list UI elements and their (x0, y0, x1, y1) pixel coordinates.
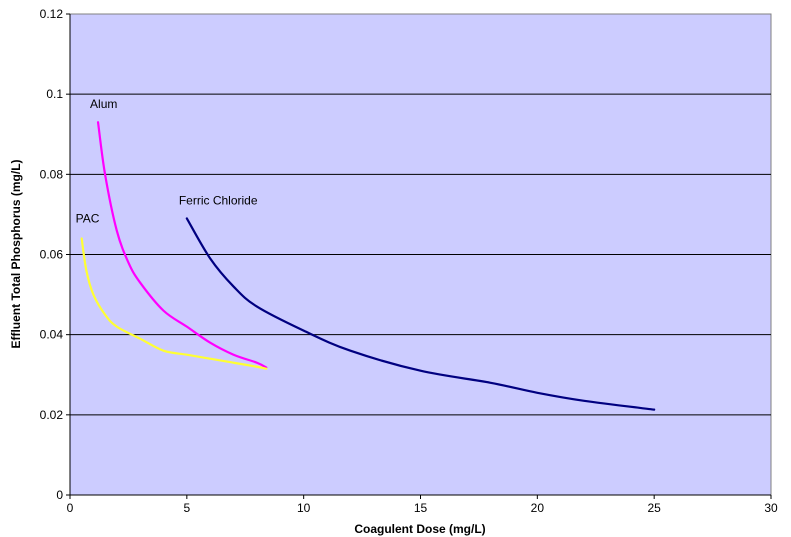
x-tick-label: 5 (183, 501, 190, 515)
x-tick-label: 30 (764, 501, 778, 515)
ticks: 0 0.02 0.04 0.06 0.08 0.1 0.12 0 5 10 15 20 25 30 (40, 7, 778, 515)
y-tick-label: 0 (56, 488, 63, 502)
y-tick-label: 0.04 (40, 328, 64, 342)
x-tick-label: 15 (414, 501, 428, 515)
y-tick-label: 0.12 (40, 7, 64, 21)
series-line-alum (96, 121, 268, 369)
y-tick-label: 0.08 (40, 167, 64, 181)
x-tick-label: 10 (297, 501, 311, 515)
series-label-pac: PAC (76, 211, 100, 225)
series-group (80, 121, 656, 411)
y-axis-title: Effluent Total Phosphorus (mg/L) (9, 159, 23, 348)
gridlines (70, 93, 771, 416)
x-tick-label: 0 (67, 501, 74, 515)
x-tick-label: 25 (647, 501, 661, 515)
series-label-ferric-chloride: Ferric Chloride (179, 193, 258, 207)
x-tick-label: 20 (531, 501, 545, 515)
x-axis-title: Coagulent Dose (mg/L) (354, 522, 485, 536)
y-tick-label: 0.02 (40, 408, 64, 422)
series-label-alum: Alum (90, 97, 117, 111)
series-line-pac (80, 237, 268, 370)
y-tick-label: 0.06 (40, 248, 64, 262)
series-labels: Alum PAC Ferric Chloride (76, 97, 258, 225)
y-tick-label: 0.1 (46, 87, 63, 101)
series-line-ferric-chloride (185, 217, 656, 411)
